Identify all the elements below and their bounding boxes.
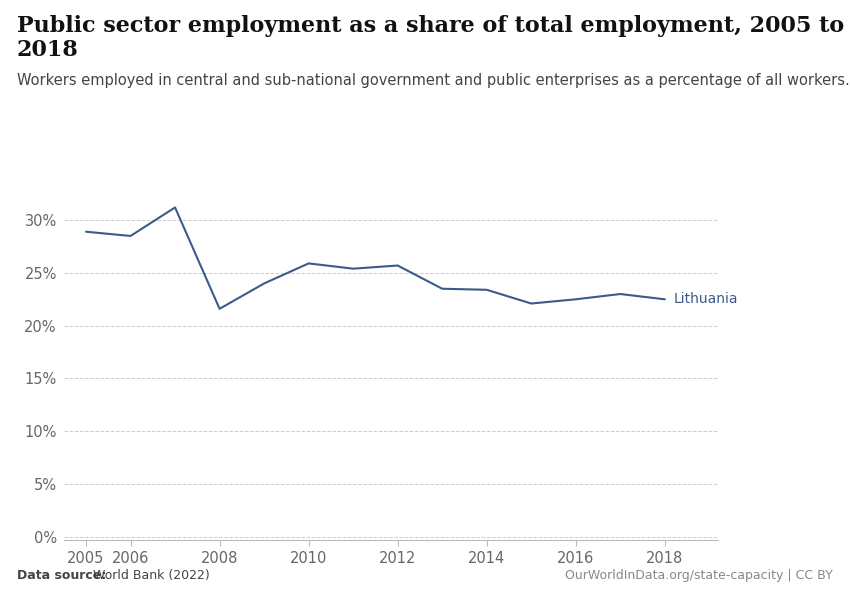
Text: 2018: 2018 [17,39,79,61]
Text: Data source:: Data source: [17,569,106,582]
Text: Lithuania: Lithuania [674,292,739,306]
Text: World Bank (2022): World Bank (2022) [89,569,210,582]
Text: Workers employed in central and sub-national government and public enterprises a: Workers employed in central and sub-nati… [17,73,850,88]
Text: Public sector employment as a share of total employment, 2005 to: Public sector employment as a share of t… [17,15,844,37]
Text: OurWorldInData.org/state-capacity | CC BY: OurWorldInData.org/state-capacity | CC B… [565,569,833,582]
Text: Our World
in Data: Our World in Data [723,19,794,47]
